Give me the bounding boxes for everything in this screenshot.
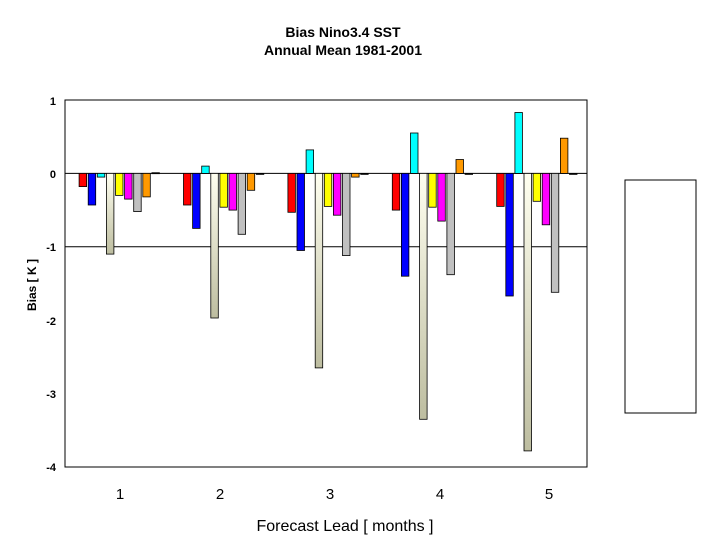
bar-series-7-cat-1	[134, 173, 142, 211]
bar-series-1-cat-3	[288, 173, 296, 212]
bar-series-6-cat-4	[438, 173, 446, 221]
bar-series-7-cat-4	[447, 173, 455, 274]
bar-series-5-cat-4	[429, 173, 437, 207]
bar-series-8-cat-4	[456, 160, 464, 174]
bar-series-8-cat-2	[247, 173, 255, 190]
bar-series-6-cat-5	[542, 173, 550, 224]
bar-series-5-cat-2	[220, 173, 228, 207]
bar-series-8-cat-5	[560, 138, 568, 173]
bar-series-3-cat-2	[202, 166, 210, 173]
x-tick-labels: 1 2 3 4 5	[116, 486, 553, 503]
x-tick-label: 3	[326, 486, 334, 503]
y-tick-label: 0	[50, 169, 56, 181]
bar-series-6-cat-3	[333, 173, 341, 215]
bar-series-4-cat-5	[524, 173, 532, 451]
bar-series-8-cat-1	[143, 173, 151, 197]
x-tick-label: 1	[116, 486, 124, 503]
bar-series-5-cat-3	[324, 173, 332, 206]
bar-series-9-cat-2	[256, 173, 264, 174]
y-tick-label: -2	[46, 316, 56, 328]
bar-series-1-cat-4	[392, 173, 400, 210]
bar-series-2-cat-5	[506, 173, 514, 296]
bar-series-2-cat-1	[88, 173, 96, 205]
chart-title: Bias Nino3.4 SST	[285, 24, 401, 40]
bar-series-3-cat-5	[515, 113, 523, 174]
bar-series-4-cat-4	[420, 173, 428, 419]
bar-series-1-cat-5	[497, 173, 505, 206]
bar-series-5-cat-5	[533, 173, 541, 201]
x-tick-label: 2	[216, 486, 224, 503]
bar-series-5-cat-1	[116, 173, 124, 195]
bar-series-1-cat-1	[79, 173, 87, 186]
y-tick-label: 1	[50, 96, 56, 108]
bar-series-6-cat-1	[125, 173, 133, 199]
bar-series-3-cat-1	[97, 173, 105, 177]
bar-series-9-cat-3	[361, 173, 369, 174]
bar-series-9-cat-1	[152, 173, 160, 174]
bar-series-1-cat-2	[184, 173, 192, 205]
bar-series-7-cat-2	[238, 173, 246, 234]
bar-series-4-cat-3	[315, 173, 323, 368]
chart-subtitle: Annual Mean 1981-2001	[264, 42, 422, 58]
y-tick-labels: 1 0 -1 -2 -3 -4	[46, 96, 57, 474]
bar-series-3-cat-4	[411, 133, 419, 173]
x-tick-label: 4	[436, 486, 444, 503]
bar-series-2-cat-3	[297, 173, 305, 250]
bar-series-2-cat-2	[193, 173, 201, 228]
y-tick-label: -3	[46, 389, 56, 401]
bar-series-6-cat-2	[229, 173, 237, 210]
bar-series-4-cat-2	[211, 173, 219, 318]
bar-series-2-cat-4	[401, 173, 409, 276]
bar-series-9-cat-5	[570, 173, 578, 174]
bar-series-8-cat-3	[352, 173, 360, 177]
y-tick-label: -4	[46, 462, 57, 474]
x-tick-label: 5	[545, 486, 553, 503]
bar-series-7-cat-3	[343, 173, 351, 255]
legend-box	[625, 180, 696, 413]
bar-series-7-cat-5	[551, 173, 559, 292]
bar-series-3-cat-3	[306, 150, 314, 174]
bar-series-9-cat-4	[465, 173, 473, 174]
y-axis-label: Bias [ K ]	[25, 259, 39, 311]
y-tick-label: -1	[46, 242, 56, 254]
bar-series-4-cat-1	[106, 173, 114, 254]
x-axis-label: Forecast Lead [ months ]	[257, 518, 434, 535]
